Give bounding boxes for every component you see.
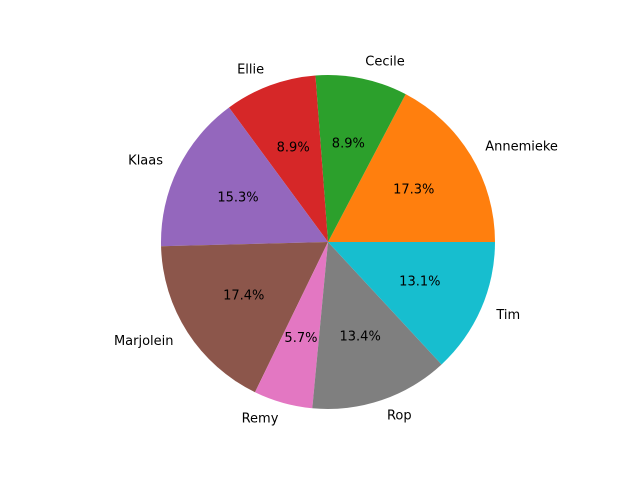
pie-percent-label-annemieke: 17.3% xyxy=(393,183,434,198)
pie-percent-label-marjolein: 17.4% xyxy=(223,289,264,304)
pie-percent-labels: 17.3% 8.9% 8.9% 15.3% 17.4% 5.7% 13.4% 13.1% xyxy=(217,136,440,346)
pie-category-label-cecile: Cecile xyxy=(365,55,404,70)
pie-slice-annemieke xyxy=(328,94,495,242)
pie-category-label-ellie: Ellie xyxy=(237,62,264,77)
pie-slices xyxy=(160,74,495,410)
pie-category-label-annemieke: Annemieke xyxy=(485,140,558,155)
pie-percent-label-rop: 13.4% xyxy=(340,329,381,344)
pie-slice-cecile xyxy=(315,74,406,242)
pie-slice-remy xyxy=(255,242,328,409)
pie-category-labels: Annemieke Cecile Ellie Klaas Marjolein Remy Ro… xyxy=(114,55,558,427)
pie-category-label-tim: Tim xyxy=(495,308,520,323)
pie-percent-label-tim: 13.1% xyxy=(399,275,440,290)
pie-category-label-remy: Remy xyxy=(242,411,279,426)
pie-slice-tim xyxy=(328,242,495,365)
pie-slice-klaas xyxy=(160,107,328,247)
pie-percent-label-ellie: 8.9% xyxy=(277,141,310,156)
pie-category-label-marjolein: Marjolein xyxy=(114,334,174,349)
pie-slice-ellie xyxy=(228,75,328,242)
pie-category-label-klaas: Klaas xyxy=(128,154,163,169)
pie-percent-label-cecile: 8.9% xyxy=(332,136,365,151)
pie-slice-marjolein xyxy=(161,242,328,393)
pie-category-label-rop: Rop xyxy=(387,408,412,423)
pie-slice-rop xyxy=(312,242,442,410)
pie-percent-label-remy: 5.7% xyxy=(284,331,317,346)
pie-percent-label-klaas: 15.3% xyxy=(217,190,258,205)
